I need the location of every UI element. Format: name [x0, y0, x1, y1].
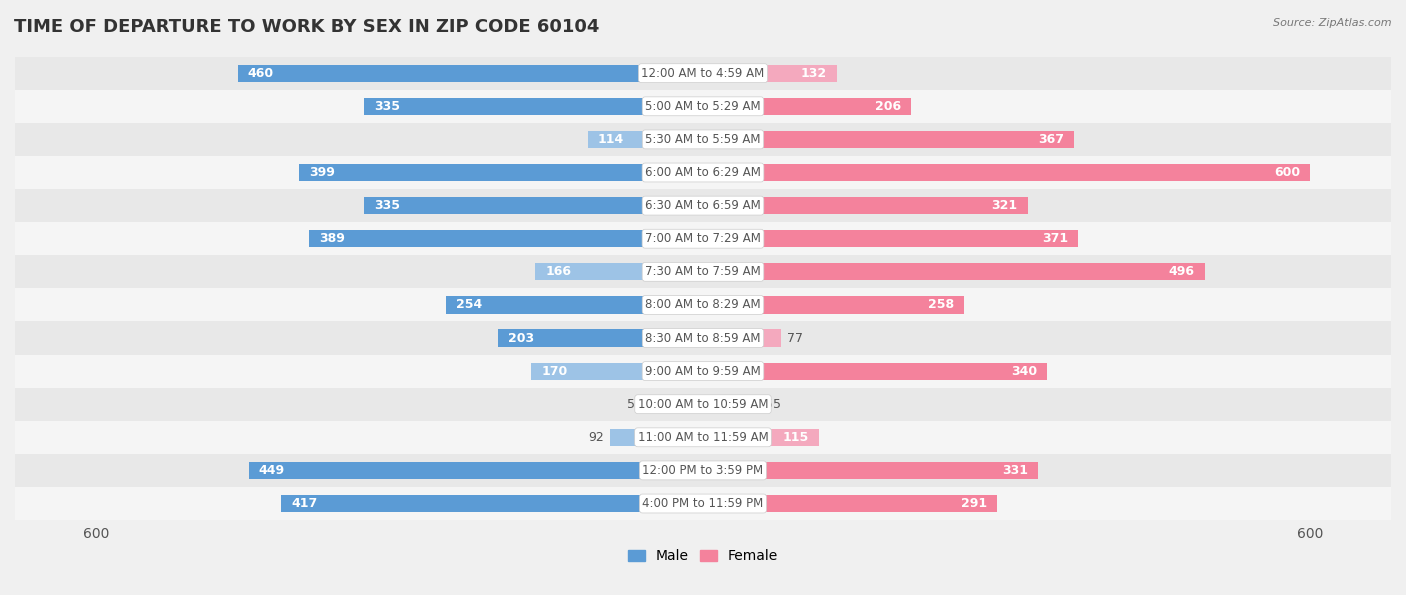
Bar: [0, 255, 1406, 289]
Text: Source: ZipAtlas.com: Source: ZipAtlas.com: [1274, 18, 1392, 28]
Text: 4:00 PM to 11:59 PM: 4:00 PM to 11:59 PM: [643, 497, 763, 510]
Bar: [0, 421, 1406, 454]
Text: 92: 92: [588, 431, 603, 444]
Bar: [249, 462, 703, 479]
Bar: [0, 156, 1406, 189]
Bar: [610, 429, 703, 446]
Text: 203: 203: [508, 331, 534, 345]
Text: 371: 371: [1042, 232, 1069, 245]
Bar: [703, 462, 1038, 479]
Bar: [531, 362, 703, 380]
Bar: [0, 388, 1406, 421]
Text: 12:00 AM to 4:59 AM: 12:00 AM to 4:59 AM: [641, 67, 765, 80]
Bar: [703, 396, 759, 413]
Text: 114: 114: [598, 133, 624, 146]
Text: 340: 340: [1011, 365, 1036, 378]
Bar: [650, 396, 703, 413]
Text: 77: 77: [787, 331, 803, 345]
Bar: [0, 90, 1406, 123]
Bar: [498, 330, 703, 347]
Text: 132: 132: [800, 67, 827, 80]
Text: 449: 449: [259, 464, 285, 477]
Text: 8:00 AM to 8:29 AM: 8:00 AM to 8:29 AM: [645, 299, 761, 311]
Text: 460: 460: [247, 67, 274, 80]
Bar: [0, 454, 1406, 487]
Bar: [703, 230, 1078, 248]
Text: 335: 335: [374, 199, 401, 212]
Text: 206: 206: [875, 100, 901, 113]
Text: 291: 291: [962, 497, 987, 510]
Bar: [703, 263, 1205, 280]
Text: 5:00 AM to 5:29 AM: 5:00 AM to 5:29 AM: [645, 100, 761, 113]
Bar: [299, 164, 703, 181]
Text: 6:00 AM to 6:29 AM: 6:00 AM to 6:29 AM: [645, 166, 761, 179]
Text: 170: 170: [541, 365, 568, 378]
Bar: [588, 131, 703, 148]
Text: 6:30 AM to 6:59 AM: 6:30 AM to 6:59 AM: [645, 199, 761, 212]
Text: 600: 600: [1274, 166, 1301, 179]
Text: 12:00 PM to 3:59 PM: 12:00 PM to 3:59 PM: [643, 464, 763, 477]
Bar: [0, 289, 1406, 321]
Text: 115: 115: [783, 431, 810, 444]
Bar: [0, 189, 1406, 222]
Bar: [703, 296, 965, 314]
Bar: [536, 263, 703, 280]
Bar: [703, 330, 780, 347]
Bar: [703, 65, 837, 82]
Text: 9:00 AM to 9:59 AM: 9:00 AM to 9:59 AM: [645, 365, 761, 378]
Text: 258: 258: [928, 299, 953, 311]
Text: 10:00 AM to 10:59 AM: 10:00 AM to 10:59 AM: [638, 397, 768, 411]
Bar: [0, 487, 1406, 520]
Text: 321: 321: [991, 199, 1018, 212]
Bar: [0, 57, 1406, 90]
Text: 417: 417: [291, 497, 318, 510]
Bar: [703, 197, 1028, 214]
Text: 11:00 AM to 11:59 AM: 11:00 AM to 11:59 AM: [638, 431, 768, 444]
Text: 7:30 AM to 7:59 AM: 7:30 AM to 7:59 AM: [645, 265, 761, 278]
Text: TIME OF DEPARTURE TO WORK BY SEX IN ZIP CODE 60104: TIME OF DEPARTURE TO WORK BY SEX IN ZIP …: [14, 18, 599, 36]
Text: 5:30 AM to 5:59 AM: 5:30 AM to 5:59 AM: [645, 133, 761, 146]
Bar: [0, 321, 1406, 355]
Bar: [238, 65, 703, 82]
Text: 389: 389: [319, 232, 346, 245]
Bar: [703, 362, 1047, 380]
Legend: Male, Female: Male, Female: [623, 544, 783, 569]
Text: 496: 496: [1168, 265, 1195, 278]
Bar: [703, 429, 820, 446]
Text: 335: 335: [374, 100, 401, 113]
Bar: [446, 296, 703, 314]
Bar: [0, 222, 1406, 255]
Text: 166: 166: [546, 265, 571, 278]
Text: 7:00 AM to 7:29 AM: 7:00 AM to 7:29 AM: [645, 232, 761, 245]
Bar: [0, 123, 1406, 156]
Bar: [364, 98, 703, 115]
Text: 399: 399: [309, 166, 335, 179]
Text: 331: 331: [1002, 464, 1028, 477]
Bar: [703, 164, 1310, 181]
Text: 8:30 AM to 8:59 AM: 8:30 AM to 8:59 AM: [645, 331, 761, 345]
Bar: [0, 355, 1406, 388]
Bar: [364, 197, 703, 214]
Text: 53: 53: [627, 397, 644, 411]
Text: 55: 55: [765, 397, 780, 411]
Bar: [703, 131, 1074, 148]
Bar: [281, 495, 703, 512]
Bar: [309, 230, 703, 248]
Bar: [703, 98, 911, 115]
Text: 254: 254: [456, 299, 482, 311]
Bar: [703, 495, 997, 512]
Text: 367: 367: [1038, 133, 1064, 146]
